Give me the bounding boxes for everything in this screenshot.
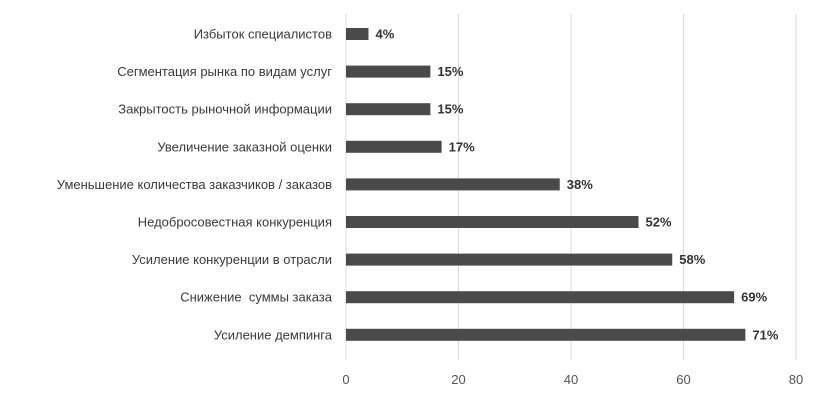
category-label: Усиление конкуренции в отрасли [132,252,332,267]
x-tick-label: 20 [451,372,465,387]
category-label: Недобросовестная конкуренция [138,215,332,230]
category-label: Избыток специалистов [194,27,332,42]
data-label: 58% [679,252,705,267]
x-tick-label: 40 [564,372,578,387]
category-label: Увеличение заказной оценки [157,139,332,154]
data-labels: 4% 15% 15% 17% 38% 52% 58% 69% 71% [376,27,779,343]
x-tick-label: 80 [789,372,803,387]
data-label: 17% [449,139,475,154]
data-label: 4% [376,27,395,42]
category-label: Уменьшение количества заказчиков / заказ… [57,177,332,192]
data-label: 15% [437,102,463,117]
bar [346,328,746,341]
bars [346,28,746,341]
data-label: 69% [741,290,767,305]
category-label: Снижение суммы заказа [180,290,333,305]
category-label: Закрытость рыночной информации [118,102,332,117]
bar [346,178,560,191]
category-label: Усиление демпинга [214,327,333,342]
bar [346,216,639,228]
data-label: 71% [752,327,778,342]
bar [346,103,431,116]
bar [346,140,442,153]
bar [346,28,369,40]
category-labels: Избыток специалистов Сегментация рынка по… [57,27,333,343]
x-tick-label: 0 [342,372,349,387]
data-label: 38% [567,177,593,192]
bar [346,253,673,266]
bar [346,291,735,304]
data-label: 15% [437,64,463,79]
category-label: Сегментация рынка по видам услуг [117,64,332,79]
bar [346,65,431,78]
data-label: 52% [646,215,672,230]
x-axis-ticks: 0 20 40 60 80 [342,372,803,387]
x-tick-label: 60 [676,372,690,387]
